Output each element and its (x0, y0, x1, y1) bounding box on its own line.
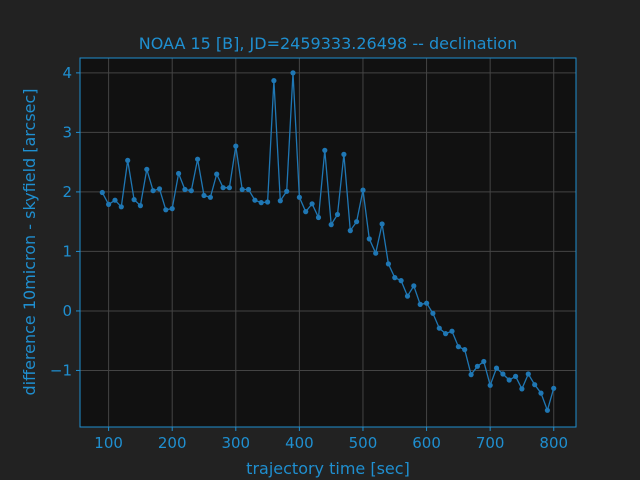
data-point (474, 363, 480, 369)
x-axis-label: trajectory time [sec] (246, 459, 410, 478)
data-point (398, 278, 404, 284)
data-point (417, 301, 423, 307)
data-point (118, 204, 124, 210)
data-point (182, 186, 188, 193)
data-point (195, 156, 201, 162)
y-tick-label: 2 (62, 183, 72, 201)
data-point (176, 170, 182, 177)
data-point (188, 188, 194, 194)
data-point (112, 197, 118, 203)
data-point (500, 371, 506, 377)
data-point (449, 328, 455, 334)
data-point (468, 372, 474, 378)
data-point (290, 70, 296, 76)
data-point (144, 166, 150, 172)
x-tick-label: 700 (476, 434, 505, 452)
data-point (284, 188, 290, 194)
plot-background (80, 58, 576, 427)
data-point (538, 390, 544, 396)
data-point (239, 186, 245, 193)
y-tick-label: 4 (62, 64, 72, 82)
data-point (462, 347, 468, 353)
y-tick-label: 1 (62, 242, 72, 260)
data-point (131, 197, 137, 203)
data-point (455, 344, 461, 350)
data-point (354, 219, 360, 225)
data-point (506, 377, 512, 383)
data-point (169, 206, 175, 212)
data-point (277, 198, 283, 204)
x-tick-label: 600 (412, 434, 441, 452)
data-point (404, 293, 411, 299)
data-point (226, 185, 232, 191)
data-point (424, 300, 430, 306)
x-tick-label: 300 (221, 434, 250, 452)
y-tick-label: 0 (62, 302, 72, 320)
data-point (373, 250, 379, 256)
data-point (315, 214, 322, 221)
data-point (519, 386, 525, 392)
x-tick-label: 100 (94, 434, 123, 452)
data-point (125, 157, 131, 163)
chart-title: NOAA 15 [B], JD=2459333.26498 -- declina… (139, 34, 517, 53)
grid (80, 58, 576, 427)
data-point (430, 310, 436, 316)
data-point (487, 382, 493, 388)
data-point (385, 261, 391, 267)
data-point (443, 331, 449, 337)
x-tick-label: 200 (158, 434, 187, 452)
data-point (360, 187, 366, 193)
data-point (544, 407, 551, 413)
data-point (271, 78, 277, 84)
plot-frame (79, 57, 577, 428)
data-point (245, 186, 252, 193)
data-point (106, 201, 112, 207)
data-point (258, 200, 264, 206)
data-point (252, 197, 258, 203)
data-point (296, 194, 302, 200)
data-point (201, 192, 207, 199)
data-point (481, 358, 487, 365)
data-point (322, 147, 328, 153)
data-point (411, 283, 417, 289)
data-point (347, 228, 353, 234)
data-point (214, 171, 220, 177)
data-point (334, 211, 341, 218)
data-point (156, 186, 163, 192)
x-tick-label: 500 (349, 434, 378, 452)
y-tick-label: 3 (62, 123, 72, 141)
data-point (392, 275, 398, 281)
y-axis: −1 0 1 2 3 4 (50, 64, 80, 379)
data-point (233, 143, 239, 149)
data-point (493, 365, 500, 371)
data-point (379, 221, 385, 227)
data-point (366, 236, 372, 242)
data-point (551, 385, 557, 391)
data-point (525, 371, 531, 377)
data-point (163, 207, 169, 213)
data-point (341, 151, 347, 157)
data-point (328, 222, 334, 228)
y-axis-label: difference 10micron - skyfield [arcsec] (20, 88, 39, 395)
x-tick-label: 400 (285, 434, 314, 452)
x-tick-label: 800 (539, 434, 568, 452)
data-point (265, 199, 271, 205)
series (99, 70, 557, 413)
data-point (137, 203, 143, 209)
data-point (513, 373, 519, 379)
data-point (436, 325, 442, 331)
data-point (532, 382, 538, 388)
y-tick-label: −1 (50, 361, 72, 379)
data-point (303, 209, 309, 215)
x-axis: 100 200 300 400 500 600 700 800 (94, 427, 568, 452)
data-point (150, 188, 156, 194)
data-point (99, 189, 105, 196)
data-point (309, 201, 315, 207)
data-point (207, 194, 213, 200)
data-point (220, 185, 226, 191)
